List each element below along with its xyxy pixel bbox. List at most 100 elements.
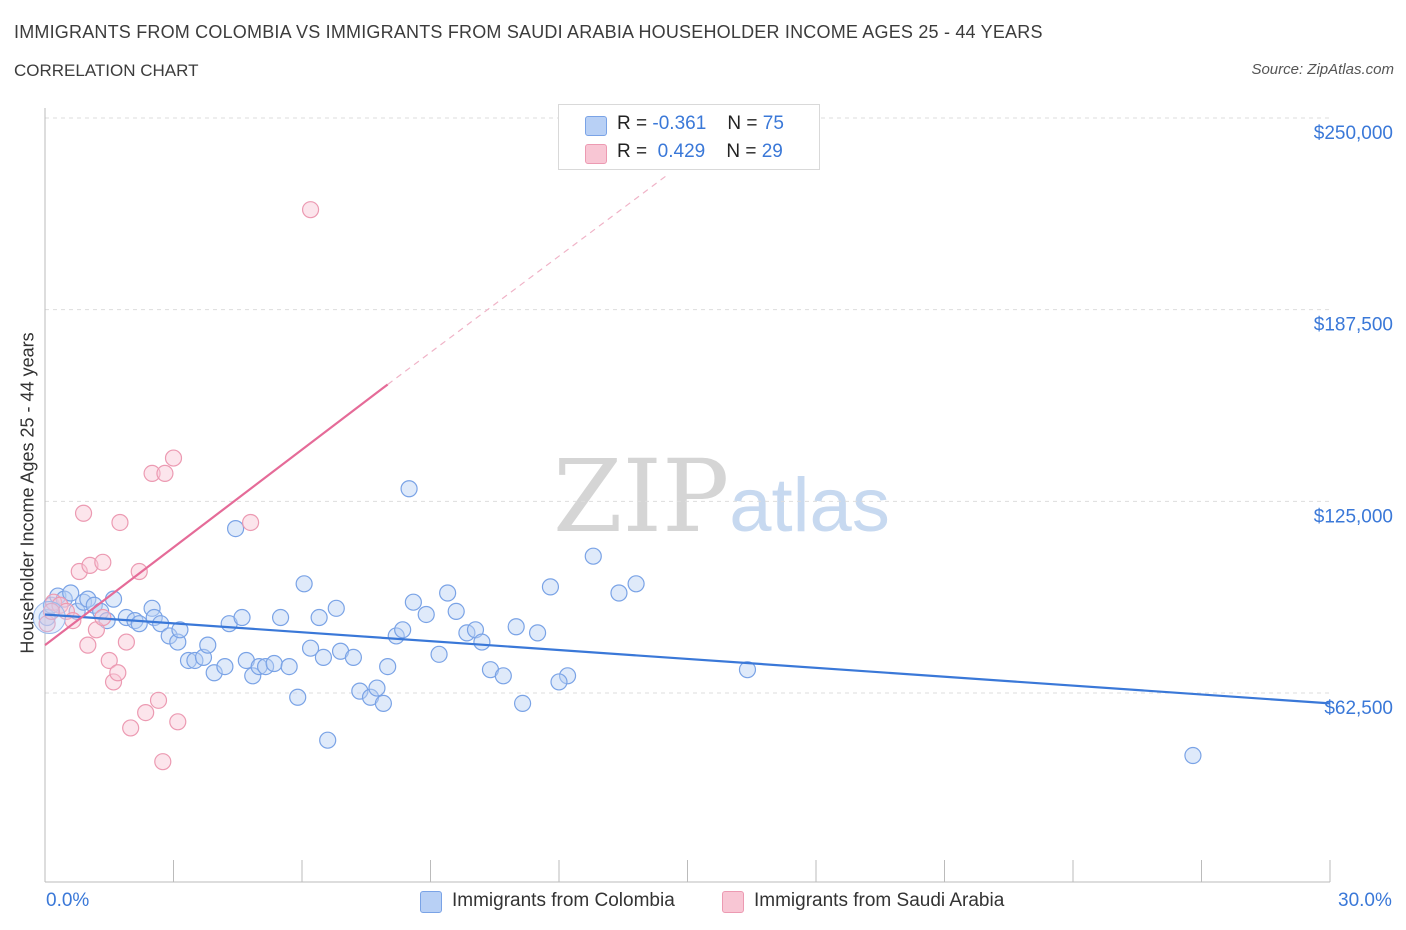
bottom-legend-label-colombia: Immigrants from Colombia xyxy=(452,890,675,911)
point-colombia xyxy=(473,633,491,651)
x-tick-label-min: 0.0% xyxy=(46,890,90,911)
point-colombia xyxy=(280,657,298,676)
cluster-bubble-colombia xyxy=(32,601,66,635)
point-colombia xyxy=(289,688,307,706)
point-colombia xyxy=(404,593,422,611)
point-colombia xyxy=(233,608,251,627)
point-colombia xyxy=(528,624,547,642)
point-colombia xyxy=(610,584,628,602)
point-colombia xyxy=(314,648,333,667)
point-colombia xyxy=(295,575,313,593)
point-colombia xyxy=(271,608,290,627)
y-tick-label: $187,500 xyxy=(1314,315,1393,336)
point-colombia xyxy=(130,615,148,633)
chart-title: IMMIGRANTS FROM COLOMBIA VS IMMIGRANTS F… xyxy=(14,22,1043,42)
point-saudi xyxy=(74,504,93,522)
chart-subtitle: CORRELATION CHART xyxy=(14,61,199,80)
point-saudi xyxy=(111,513,129,532)
point-colombia xyxy=(400,480,418,498)
point-colombia xyxy=(199,636,217,654)
y-tick-label: $62,500 xyxy=(1324,698,1393,719)
y-tick-label: $250,000 xyxy=(1314,123,1393,144)
point-saudi xyxy=(117,633,135,651)
point-saudi xyxy=(154,753,172,771)
legend-r-label: R = xyxy=(617,113,648,134)
point-colombia xyxy=(265,654,283,673)
point-colombia xyxy=(205,664,223,682)
point-colombia xyxy=(417,605,435,624)
point-colombia xyxy=(513,694,532,713)
point-saudi xyxy=(143,464,161,482)
point-colombia xyxy=(558,667,577,685)
point-colombia xyxy=(344,648,362,667)
point-saudi xyxy=(164,449,183,467)
point-saudi xyxy=(94,553,112,571)
point-colombia xyxy=(738,661,757,679)
y-axis-title: Householder Income Ages 25 - 44 years xyxy=(17,332,38,654)
point-colombia xyxy=(62,584,80,602)
x-tick-label-max: 30.0% xyxy=(1338,890,1392,911)
legend-r-value-saudi: 0.429 xyxy=(657,141,706,162)
point-colombia xyxy=(379,657,397,676)
point-colombia xyxy=(584,547,602,565)
point-colombia xyxy=(79,590,97,608)
point-colombia xyxy=(171,621,189,639)
point-colombia xyxy=(244,667,262,685)
point-colombia xyxy=(301,639,320,657)
bottom-legend-swatch-saudi xyxy=(722,891,744,913)
point-saudi xyxy=(122,719,140,737)
point-colombia xyxy=(227,519,245,538)
point-colombia xyxy=(374,694,392,713)
point-colombia xyxy=(439,584,457,602)
point-saudi xyxy=(242,513,260,532)
point-saudi xyxy=(169,713,187,731)
legend-r-label: R = xyxy=(617,141,648,162)
point-saudi xyxy=(109,664,127,682)
legend-text-saudi: R = 0.429 N = 29 xyxy=(617,141,783,163)
legend-n-label: N = xyxy=(727,113,758,134)
correlation-legend: R = -0.361 N = 75 R = 0.429 N = 29 xyxy=(558,104,820,170)
point-colombia xyxy=(394,621,412,639)
point-colombia xyxy=(368,679,386,697)
point-colombia xyxy=(319,731,337,749)
point-saudi xyxy=(156,464,174,482)
watermark-zip: ZIP xyxy=(553,438,730,555)
point-saudi xyxy=(70,562,88,581)
point-saudi xyxy=(81,556,99,575)
point-saudi xyxy=(104,673,123,691)
point-colombia xyxy=(550,673,568,691)
legend-swatch-colombia xyxy=(585,116,607,136)
point-colombia xyxy=(627,575,645,593)
point-colombia xyxy=(327,599,345,617)
point-colombia xyxy=(351,682,369,700)
source-label: Source: ZipAtlas.com xyxy=(1251,61,1394,78)
watermark: ZIPatlas xyxy=(553,438,890,555)
point-colombia xyxy=(310,608,328,627)
point-saudi xyxy=(137,703,155,722)
point-colombia xyxy=(216,657,234,676)
bottom-legend-swatch-colombia xyxy=(420,891,442,913)
trendline-saudi-extension xyxy=(387,175,667,385)
point-colombia xyxy=(430,645,448,663)
point-saudi xyxy=(79,636,97,654)
point-saudi xyxy=(149,691,168,709)
legend-n-label: N = xyxy=(726,141,757,162)
point-colombia xyxy=(85,596,103,614)
point-colombia xyxy=(1184,746,1202,765)
y-tick-label: $125,000 xyxy=(1314,506,1393,527)
point-colombia xyxy=(494,667,512,685)
point-saudi xyxy=(100,651,118,670)
point-colombia xyxy=(507,618,525,636)
point-colombia xyxy=(541,578,560,596)
legend-swatch-saudi xyxy=(585,144,607,164)
trendline-colombia xyxy=(44,613,1331,705)
legend-text-colombia: R = -0.361 N = 75 xyxy=(617,113,784,135)
watermark-atlas: atlas xyxy=(729,463,890,548)
point-colombia xyxy=(160,627,178,645)
legend-n-value-colombia: 75 xyxy=(762,113,784,134)
trendline-saudi xyxy=(44,383,389,647)
point-colombia xyxy=(447,602,465,621)
point-saudi xyxy=(301,201,320,219)
legend-r-value-colombia: -0.361 xyxy=(652,113,707,134)
bottom-legend-label-saudi: Immigrants from Saudi Arabia xyxy=(754,890,1005,911)
